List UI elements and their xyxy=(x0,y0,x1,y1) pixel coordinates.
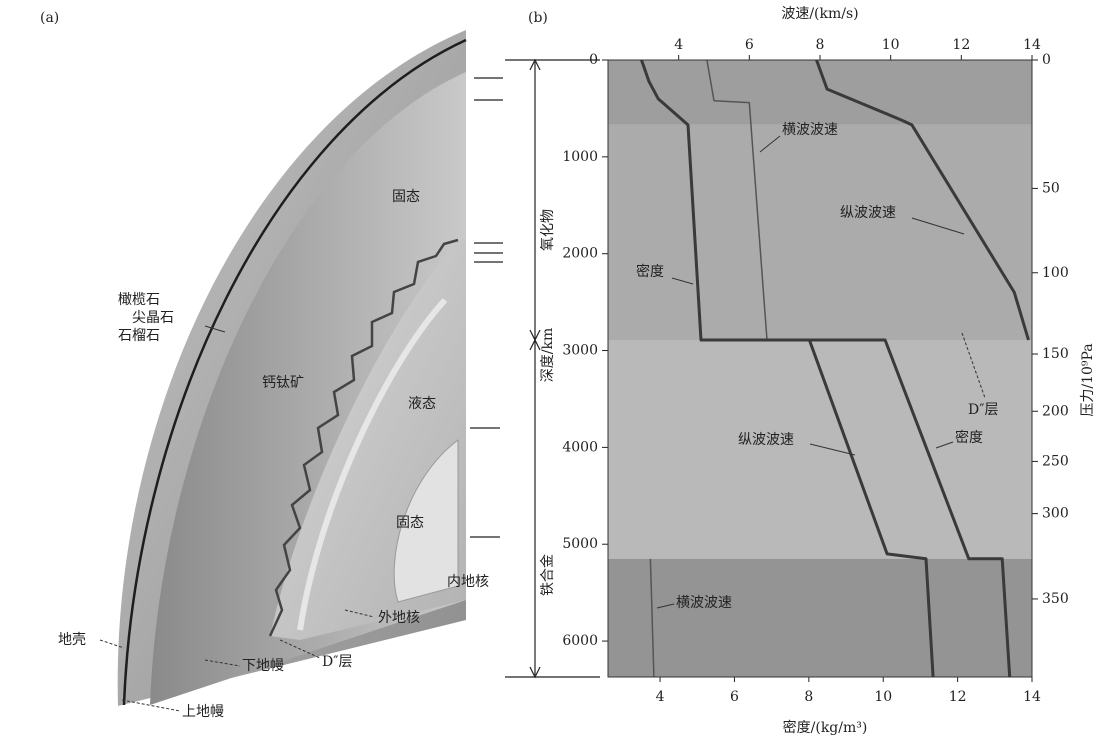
curve-label: 密度 xyxy=(636,263,664,280)
diagram-label: 上地幔 xyxy=(182,704,224,720)
y2-tick-label: 50 xyxy=(1042,180,1060,196)
x-axis-title-top: 波速/(km/s) xyxy=(781,6,858,22)
x-bottom-tick-label: 12 xyxy=(949,689,967,705)
x-bottom-tick-label: 8 xyxy=(804,689,813,705)
panel-label: (a) xyxy=(40,10,59,26)
y2-tick-label: 200 xyxy=(1042,403,1069,419)
curve-label: 横波波速 xyxy=(676,595,732,611)
x-bottom-tick-label: 14 xyxy=(1023,689,1041,705)
curve-label: 纵波波速 xyxy=(840,205,896,221)
curve-label: 纵波波速 xyxy=(738,432,794,448)
curve-label: 密度 xyxy=(955,429,983,446)
diagram-label: 尖晶石 xyxy=(132,310,174,326)
x-top-tick-label: 14 xyxy=(1023,37,1041,53)
y-axis-title: 深度/km xyxy=(540,328,556,382)
curve-label: 横波波速 xyxy=(782,122,838,138)
y2-tick-label: 250 xyxy=(1042,453,1069,469)
y2-tick-label: 350 xyxy=(1042,591,1069,607)
diagram-label: D″层 xyxy=(322,654,352,670)
y2-tick-label: 0 xyxy=(1042,52,1051,68)
y-tick-label: 4000 xyxy=(562,439,598,455)
figure: (a) 橄榄石 尖晶石 石榴石 固态 钙钛矿 液态 固态 内地核 外地核 D″层… xyxy=(0,0,1101,750)
y2-tick-label: 150 xyxy=(1042,346,1069,362)
y-tick-label: 5000 xyxy=(562,536,598,552)
region-label: 氧化物 xyxy=(540,209,556,251)
earth-diagram xyxy=(100,30,466,711)
layer-band xyxy=(608,125,1032,340)
x-bottom-tick-label: 6 xyxy=(730,689,739,705)
annotation: D″层 xyxy=(968,402,998,418)
x-top-tick-label: 10 xyxy=(882,37,900,53)
panel-label: (b) xyxy=(528,10,548,26)
diagram-label: 液态 xyxy=(408,396,436,412)
y-tick-label: 0 xyxy=(589,52,598,68)
y-tick-label: 2000 xyxy=(562,246,598,262)
region-label: 铁合金 xyxy=(540,554,556,596)
diagram-label: 下地幔 xyxy=(242,658,284,674)
x-top-tick-label: 8 xyxy=(816,37,825,53)
diagram-label: 内地核 xyxy=(447,574,489,590)
x-top-tick-label: 4 xyxy=(674,37,683,53)
y2-tick-label: 300 xyxy=(1042,506,1069,522)
x-bottom-tick-label: 4 xyxy=(656,689,665,705)
y-tick-label: 3000 xyxy=(562,343,598,359)
y2-tick-label: 100 xyxy=(1042,265,1069,281)
diagram-label: 地壳 xyxy=(58,631,86,648)
y-tick-label: 1000 xyxy=(562,149,598,165)
y2-axis-title: 压力/10⁹Pa xyxy=(1080,343,1096,416)
diagram-label: 橄榄石 xyxy=(118,292,160,308)
x-top-tick-label: 6 xyxy=(745,37,754,53)
x-top-tick-label: 12 xyxy=(952,37,970,53)
y-tick-label: 6000 xyxy=(562,633,598,649)
diagram-label: 固态 xyxy=(396,515,424,531)
diagram-label: 外地核 xyxy=(378,610,420,626)
layer-band xyxy=(608,559,1032,677)
diagram-label: 固态 xyxy=(392,189,420,205)
diagram-label: 石榴石 xyxy=(118,328,160,344)
diagram-label: 钙钛矿 xyxy=(262,375,304,391)
x-bottom-tick-label: 10 xyxy=(874,689,892,705)
x-axis-title-bottom: 密度/(kg/m³) xyxy=(783,719,868,736)
